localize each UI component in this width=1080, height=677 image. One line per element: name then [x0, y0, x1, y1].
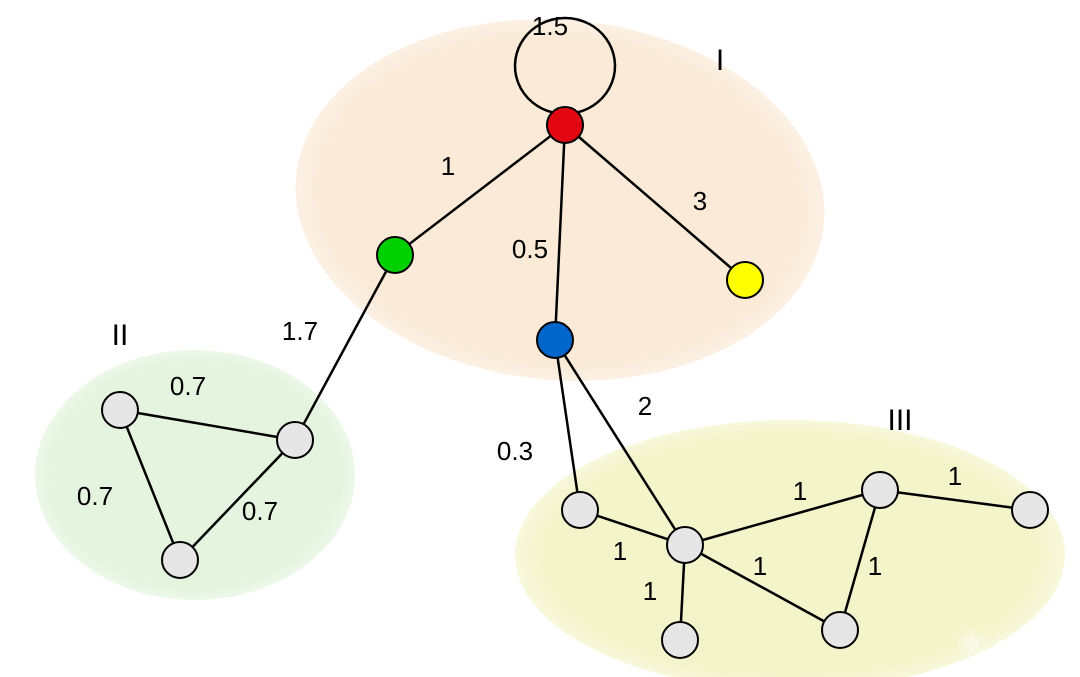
node-blue	[537, 322, 573, 358]
edge-label: 1	[643, 576, 657, 606]
graph-diagram: 1.510.531.70.70.70.70.32111111IIIIII	[0, 0, 1080, 677]
region-label-I: I	[716, 44, 724, 77]
node-ii_right	[277, 422, 313, 458]
edge-label: 1	[753, 551, 767, 581]
node-iii_left	[562, 492, 598, 528]
node-iii_center	[667, 527, 703, 563]
node-iii_botleft	[662, 622, 698, 658]
region-label-III: III	[887, 404, 912, 437]
edge-label: 1.7	[282, 316, 318, 346]
node-iii_top	[862, 472, 898, 508]
node-iii_botright	[822, 612, 858, 648]
region-label-II: II	[112, 319, 129, 352]
node-red	[547, 107, 583, 143]
edge-label: 0.7	[170, 371, 206, 401]
edge-label: 1	[868, 551, 882, 581]
node-yellow	[727, 262, 763, 298]
edge-label: 0.7	[77, 481, 113, 511]
edge-label: 0.7	[242, 496, 278, 526]
node-iii_far	[1012, 492, 1048, 528]
edge-label: 1.5	[532, 11, 568, 41]
edge-label: 0.3	[497, 436, 533, 466]
node-ii_top	[102, 392, 138, 428]
edge-label: 1	[948, 461, 962, 491]
node-ii_bottom	[162, 542, 198, 578]
edge-label: 3	[693, 186, 707, 216]
edge-label: 1	[613, 536, 627, 566]
edge-label: 1	[793, 476, 807, 506]
edge-label: 2	[638, 391, 652, 421]
edge-label: 0.5	[512, 234, 548, 264]
region-III	[515, 420, 1065, 677]
edge-label: 1	[441, 151, 455, 181]
node-green	[377, 237, 413, 273]
